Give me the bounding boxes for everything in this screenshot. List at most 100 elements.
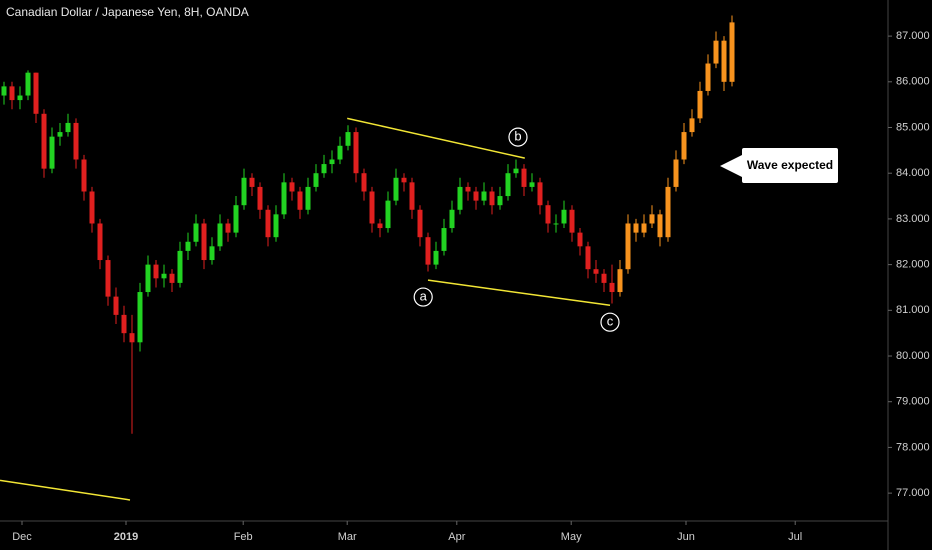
candle-body <box>609 282 615 293</box>
y-tick-label: 83.000 <box>896 213 930 225</box>
x-tick-label: Dec <box>12 531 32 543</box>
candle-body <box>713 40 719 64</box>
candle-body <box>449 209 455 229</box>
candle-body <box>49 136 55 169</box>
callout: Wave expected <box>720 148 838 183</box>
candle-body <box>137 292 143 343</box>
candle-body <box>425 237 431 265</box>
candle-body <box>241 177 247 206</box>
wave-label: b <box>514 129 521 144</box>
candle-body <box>553 223 559 225</box>
candle-body <box>305 186 311 210</box>
candle-body <box>185 241 191 251</box>
candle-body <box>393 177 399 201</box>
y-tick-label: 86.000 <box>896 76 930 88</box>
candle-body <box>433 250 439 265</box>
candle-body <box>705 63 711 91</box>
trend-line <box>0 479 131 501</box>
candle-body <box>121 314 127 334</box>
candle-body <box>73 122 79 160</box>
candle-body <box>489 191 495 206</box>
candle-body <box>689 118 695 133</box>
candle-body <box>561 209 567 224</box>
candle-body <box>409 182 415 210</box>
candle-body <box>601 273 607 283</box>
y-tick-label: 82.000 <box>896 259 930 271</box>
candle-body <box>481 191 487 201</box>
candle-body <box>361 173 367 192</box>
candle-body <box>177 250 183 283</box>
candle-body <box>265 209 271 238</box>
candle-body <box>169 273 175 283</box>
wave-label: c <box>607 314 614 329</box>
candle-body <box>65 122 71 133</box>
candle-body <box>473 191 479 201</box>
x-tick-label: Jul <box>788 531 802 543</box>
x-tick-label: Apr <box>448 531 465 543</box>
candle-body <box>497 196 503 206</box>
candle-body <box>113 296 119 315</box>
candle-body <box>625 223 631 270</box>
candle-body <box>297 191 303 210</box>
candle-body <box>33 72 39 114</box>
candle-body <box>25 72 31 96</box>
candle-body <box>17 95 23 101</box>
candle-body <box>545 205 551 224</box>
candle-body <box>81 159 87 192</box>
y-tick-label: 84.000 <box>896 167 930 179</box>
candle-body <box>369 191 375 224</box>
candle-body <box>585 246 591 270</box>
candle-body <box>201 223 207 261</box>
candle-body <box>289 182 295 192</box>
candle-body <box>193 223 199 242</box>
chart-title: Canadian Dollar / Japanese Yen, 8H, OAND… <box>6 5 249 19</box>
candle-body <box>697 90 703 119</box>
candle-body <box>401 177 407 183</box>
candle-body <box>353 132 359 174</box>
candle-body <box>505 173 511 197</box>
candle-body <box>153 264 159 279</box>
candle-body <box>257 186 263 210</box>
candle-body <box>729 22 735 82</box>
wave-label-circle <box>600 312 620 332</box>
candle-body <box>521 168 527 187</box>
wave-label-circle <box>413 287 433 307</box>
candle-body <box>97 223 103 261</box>
candle-body <box>529 182 535 187</box>
candle-body <box>417 209 423 238</box>
candle-body <box>89 191 95 224</box>
candle-body <box>337 145 343 160</box>
candle-body <box>457 186 463 210</box>
candle-body <box>513 168 519 174</box>
y-tick-label: 79.000 <box>896 396 930 408</box>
candle-body <box>345 132 351 146</box>
candle-body <box>721 40 727 82</box>
candle-body <box>665 186 671 238</box>
wave-label: a <box>420 288 428 303</box>
y-tick-label: 81.000 <box>896 304 930 316</box>
trend-line <box>427 279 611 307</box>
y-tick-label: 77.000 <box>896 487 930 499</box>
candle-body <box>385 200 391 229</box>
candle-body <box>641 223 647 233</box>
candle-body <box>465 186 471 192</box>
candle-body <box>225 223 231 233</box>
candle-body <box>321 164 327 174</box>
candle-body <box>617 269 623 293</box>
y-tick-label: 78.000 <box>896 441 930 453</box>
candle-body <box>657 214 663 238</box>
candle-body <box>209 246 215 261</box>
candle-body <box>281 182 287 215</box>
x-tick-label: 2019 <box>114 531 138 543</box>
candle-body <box>577 232 583 247</box>
candle-body <box>681 132 687 160</box>
candle-body <box>593 269 599 274</box>
callout-box <box>720 148 838 183</box>
candle-body <box>377 223 383 229</box>
y-tick-label: 87.000 <box>896 30 930 42</box>
candle-body <box>329 159 335 165</box>
candle-body <box>41 113 47 169</box>
candle-body <box>569 209 575 233</box>
candle-body <box>649 214 655 224</box>
x-tick-label: Feb <box>234 531 253 543</box>
